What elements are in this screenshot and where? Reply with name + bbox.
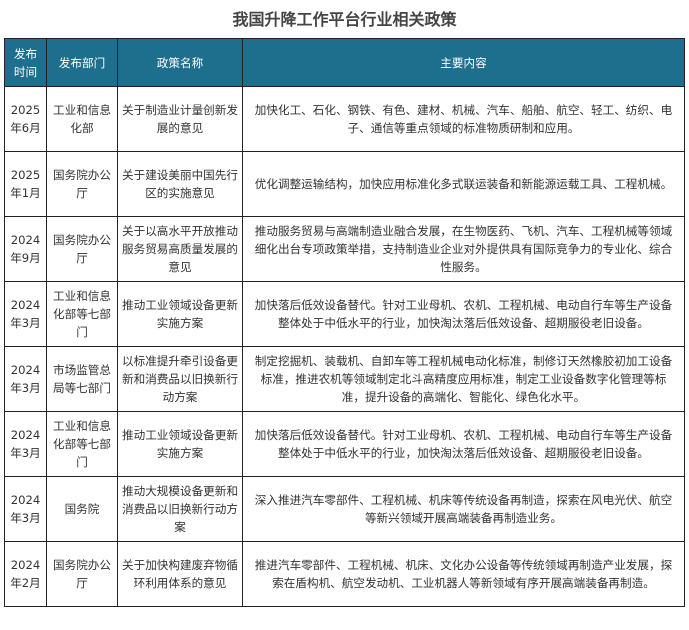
- cell-content: 推动服务贸易与高端制造业融合发展，在生物医药、飞机、汽车、工程机械等领域细化出台…: [242, 216, 685, 282]
- cell-policy-name: 关于建设美丽中国先行区的实施意见: [117, 151, 243, 217]
- cell-dept: 国务院办公厅: [46, 151, 118, 217]
- table-row: 2025年6月 工业和信息化部 关于制造业计量创新发展的意见 加快化工、石化、钢铁、有…: [4, 86, 685, 152]
- policy-table: 发布时间 发布部门 政策名称 主要内容 2025年6月 工业和信息化部 关于制造业计…: [4, 38, 685, 607]
- page-title: 我国升降工作平台行业相关政策: [232, 10, 457, 29]
- cell-policy-name: 以标准提升牵引设备更新和消费品以旧换新行动方案: [117, 346, 243, 412]
- cell-date: 2024年3月: [4, 346, 47, 412]
- table-header-row: 发布时间 发布部门 政策名称 主要内容: [4, 38, 685, 87]
- cell-policy-name: 关于以高水平开放推动服务贸易高质量发展的意见: [117, 216, 243, 282]
- table-row: 2025年1月 国务院办公厅 关于建设美丽中国先行区的实施意见 优化调整运输结构，加快…: [4, 151, 685, 217]
- cell-content: 推进汽车零部件、工程机械、机床、文化办公设备等传统领域再制造产业发展，探索在盾构…: [242, 541, 685, 607]
- cell-dept: 国务院办公厅: [46, 216, 118, 282]
- header-policy-name: 政策名称: [117, 38, 243, 87]
- cell-dept: 国务院: [46, 476, 118, 542]
- table-row: 2024年2月 国务院办公厅 关于加快构建废弃物循环利用体系的意见 推进汽车零部件、工…: [4, 541, 685, 607]
- cell-policy-name: 推动工业领域设备更新实施方案: [117, 281, 243, 347]
- cell-dept: 工业和信息化部等七部门: [46, 411, 118, 477]
- cell-content: 加快化工、石化、钢铁、有色、建材、机械、汽车、船舶、航空、轻工、纺织、电子、通信…: [242, 86, 685, 152]
- table-row: 2024年3月 工业和信息化部等七部门 推动工业领域设备更新实施方案 加快落后低效设备…: [4, 411, 685, 477]
- cell-content: 制定挖掘机、装载机、自卸车等工程机械电动化标准，制修订天然橡胶初加工设备标准，推…: [242, 346, 685, 412]
- cell-policy-name: 推动大规模设备更新和消费品以旧换新行动方案: [117, 476, 243, 542]
- header-dept: 发布部门: [46, 38, 118, 87]
- cell-date: 2024年3月: [4, 476, 47, 542]
- cell-dept: 工业和信息化部等七部门: [46, 281, 118, 347]
- cell-dept: 工业和信息化部: [46, 86, 118, 152]
- cell-date: 2024年3月: [4, 281, 47, 347]
- cell-dept: 国务院办公厅: [46, 541, 118, 607]
- header-date: 发布时间: [4, 38, 47, 87]
- cell-content: 优化调整运输结构，加快应用标准化多式联运装备和新能源运载工具、工程机械。: [242, 151, 685, 217]
- cell-content: 加快落后低效设备替代。针对工业母机、农机、工程机械、电动自行车等生产设备整体处于…: [242, 411, 685, 477]
- header-content: 主要内容: [242, 38, 685, 87]
- cell-date: 2025年1月: [4, 151, 47, 217]
- cell-policy-name: 推动工业领域设备更新实施方案: [117, 411, 243, 477]
- cell-content: 深入推进汽车零部件、工程机械、机床等传统设备再制造，探索在风电光伏、航空等新兴领…: [242, 476, 685, 542]
- cell-date: 2024年2月: [4, 541, 47, 607]
- cell-policy-name: 关于制造业计量创新发展的意见: [117, 86, 243, 152]
- cell-content: 加快落后低效设备替代。针对工业母机、农机、工程机械、电动自行车等生产设备整体处于…: [242, 281, 685, 347]
- table-row: 2024年3月 市场监管总局等七部门 以标准提升牵引设备更新和消费品以旧换新行动方案…: [4, 346, 685, 412]
- cell-date: 2024年3月: [4, 411, 47, 477]
- cell-date: 2024年9月: [4, 216, 47, 282]
- table-row: 2024年3月 国务院 推动大规模设备更新和消费品以旧换新行动方案 深入推进汽车零部件…: [4, 476, 685, 542]
- cell-date: 2025年6月: [4, 86, 47, 152]
- cell-dept: 市场监管总局等七部门: [46, 346, 118, 412]
- table-row: 2024年9月 国务院办公厅 关于以高水平开放推动服务贸易高质量发展的意见 推动服务贸…: [4, 216, 685, 282]
- table-row: 2024年3月 工业和信息化部等七部门 推动工业领域设备更新实施方案 加快落后低效设备…: [4, 281, 685, 347]
- cell-policy-name: 关于加快构建废弃物循环利用体系的意见: [117, 541, 243, 607]
